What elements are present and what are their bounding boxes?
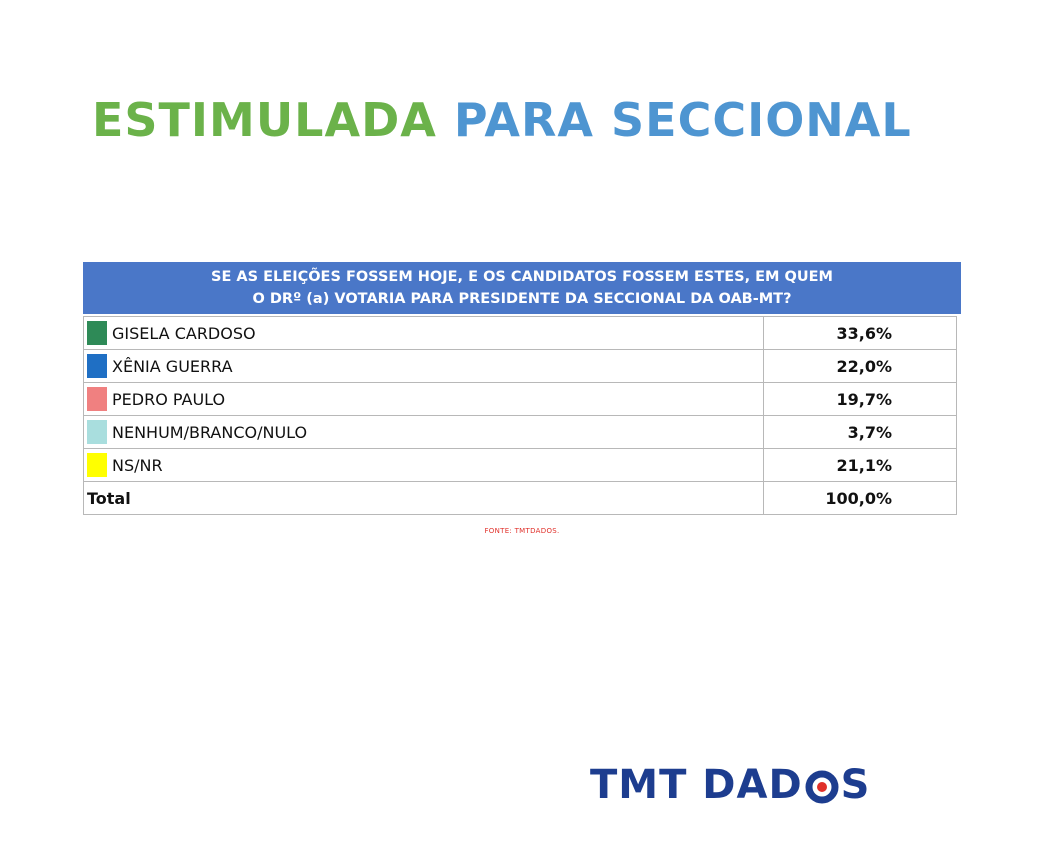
logo-text-end: S bbox=[840, 762, 871, 808]
legend-swatch bbox=[87, 453, 107, 477]
logo-text-start: TMT DAD bbox=[590, 762, 803, 808]
candidate-cell: PEDRO PAULO bbox=[83, 382, 764, 416]
result-row: XÊNIA GUERRA 22,0% bbox=[83, 349, 957, 383]
question-line-2: O DRº (a) VOTARIA PARA PRESIDENTE DA SEC… bbox=[252, 291, 792, 307]
title-part-seccional: PARA SECCIONAL bbox=[453, 93, 912, 147]
title-part-estimulada: ESTIMULADA bbox=[92, 93, 437, 147]
candidate-cell: GISELA CARDOSO bbox=[83, 316, 764, 350]
question-line-1: SE AS ELEIÇÕES FOSSEM HOJE, E OS CANDIDA… bbox=[211, 269, 833, 285]
question-header: SE AS ELEIÇÕES FOSSEM HOJE, E OS CANDIDA… bbox=[83, 262, 961, 314]
result-row: GISELA CARDOSO 33,6% bbox=[83, 316, 957, 350]
total-value: 100,0% bbox=[763, 481, 957, 515]
legend-swatch bbox=[87, 354, 107, 378]
candidate-name: XÊNIA GUERRA bbox=[112, 356, 233, 376]
source-note: FONTE: TMTDADOS. bbox=[484, 527, 560, 535]
result-row: NS/NR 21,1% bbox=[83, 448, 957, 482]
candidate-name: GISELA CARDOSO bbox=[112, 323, 256, 343]
candidate-cell: NENHUM/BRANCO/NULO bbox=[83, 415, 764, 449]
percentage-value: 33,6% bbox=[763, 316, 957, 350]
result-row: NENHUM/BRANCO/NULO 3,7% bbox=[83, 415, 957, 449]
candidate-name: PEDRO PAULO bbox=[112, 389, 226, 409]
percentage-value: 22,0% bbox=[763, 349, 957, 383]
results-table-container: SE AS ELEIÇÕES FOSSEM HOJE, E OS CANDIDA… bbox=[83, 262, 961, 535]
candidate-label-wrap: XÊNIA GUERRA bbox=[84, 350, 763, 382]
candidate-label-wrap: GISELA CARDOSO bbox=[84, 317, 763, 349]
percentage-value: 3,7% bbox=[763, 415, 957, 449]
candidate-name: NS/NR bbox=[112, 455, 163, 475]
logo-target-o-icon bbox=[805, 768, 839, 804]
total-row: Total 100,0% bbox=[83, 481, 957, 515]
legend-swatch bbox=[87, 420, 107, 444]
legend-swatch bbox=[87, 387, 107, 411]
percentage-value: 21,1% bbox=[763, 448, 957, 482]
candidate-label-wrap: NS/NR bbox=[84, 449, 763, 481]
candidate-label-wrap: NENHUM/BRANCO/NULO bbox=[84, 416, 763, 448]
candidate-label-wrap: PEDRO PAULO bbox=[84, 383, 763, 415]
tmt-dados-logo: TMT DAD S bbox=[590, 760, 870, 810]
page-title: ESTIMULADA PARA SECCIONAL bbox=[92, 93, 912, 147]
candidate-cell: XÊNIA GUERRA bbox=[83, 349, 764, 383]
total-label: Total bbox=[83, 481, 764, 515]
legend-swatch bbox=[87, 321, 107, 345]
percentage-value: 19,7% bbox=[763, 382, 957, 416]
result-row: PEDRO PAULO 19,7% bbox=[83, 382, 957, 416]
logo-target-svg bbox=[805, 770, 839, 804]
results-table: GISELA CARDOSO 33,6% XÊNIA GUERRA 22,0% PEDR… bbox=[83, 316, 957, 515]
results-table-body: GISELA CARDOSO 33,6% XÊNIA GUERRA 22,0% PEDR… bbox=[83, 316, 957, 482]
candidate-cell: NS/NR bbox=[83, 448, 764, 482]
total-body: Total 100,0% bbox=[83, 481, 957, 515]
candidate-name: NENHUM/BRANCO/NULO bbox=[112, 422, 308, 442]
